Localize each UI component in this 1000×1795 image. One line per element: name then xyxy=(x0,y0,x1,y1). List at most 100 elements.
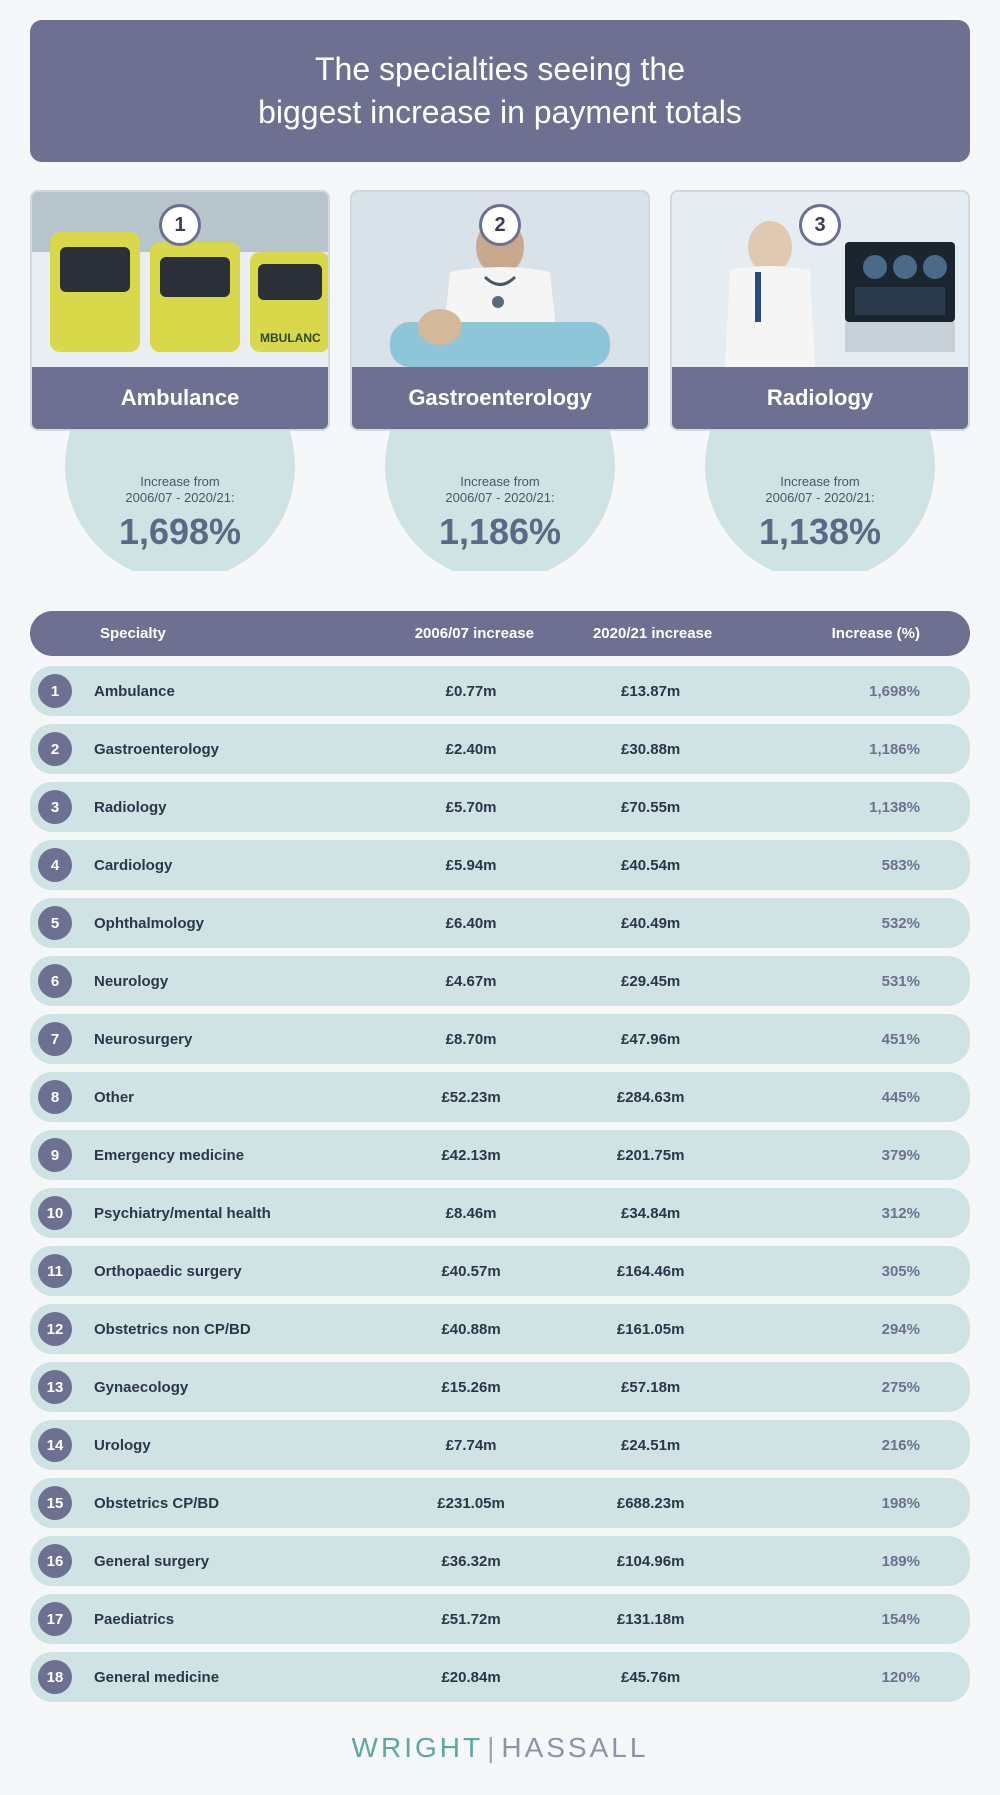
row-2006: £51.72m xyxy=(381,1611,561,1628)
row-2020: £40.54m xyxy=(561,857,741,874)
row-2006: £0.77m xyxy=(381,683,561,700)
card-image-gastro: 2 xyxy=(352,192,648,367)
row-pct: 305% xyxy=(740,1263,940,1280)
row-specialty: Other xyxy=(94,1089,381,1106)
row-2006: £36.32m xyxy=(381,1553,561,1570)
card-title: Gastroenterology xyxy=(352,367,648,429)
row-2006: £20.84m xyxy=(381,1669,561,1686)
row-2020: £131.18m xyxy=(561,1611,741,1628)
row-2006: £4.67m xyxy=(381,973,561,990)
row-2020: £47.96m xyxy=(561,1031,741,1048)
row-pct: 120% xyxy=(740,1669,940,1686)
row-specialty: Gynaecology xyxy=(94,1379,381,1396)
stat-label-line1: Increase from xyxy=(780,474,859,491)
row-pct: 379% xyxy=(740,1147,940,1164)
row-2020: £104.96m xyxy=(561,1553,741,1570)
row-specialty: General surgery xyxy=(94,1553,381,1570)
row-pct: 532% xyxy=(740,915,940,932)
table-row: 18 General medicine£20.84m£45.76m120% xyxy=(30,1652,970,1702)
row-specialty: Cardiology xyxy=(94,857,381,874)
stat-percent: 1,186% xyxy=(439,511,561,553)
row-2006: £5.94m xyxy=(381,857,561,874)
stat-circle: Increase from 2006/07 - 2020/21: 1,138% xyxy=(705,421,935,571)
page-title: The specialties seeing thebiggest increa… xyxy=(30,20,970,162)
table-row: 4Cardiology£5.94m£40.54m583% xyxy=(30,840,970,890)
row-pct: 451% xyxy=(740,1031,940,1048)
top3-cards: MBULANC 1 Ambulance Increase from 2006/0… xyxy=(30,190,970,571)
row-specialty: Obstetrics non CP/BD xyxy=(94,1321,381,1338)
row-rank: 15 xyxy=(38,1486,72,1520)
row-rank: 9 xyxy=(38,1138,72,1172)
row-rank: 1 xyxy=(38,674,72,708)
footer-left: WRIGHT xyxy=(352,1732,484,1763)
row-2020: £40.49m xyxy=(561,915,741,932)
row-2006: £5.70m xyxy=(381,799,561,816)
specialty-table: Specialty 2006/07 increase 2020/21 incre… xyxy=(30,611,970,1702)
table-row: 14Urology£7.74m£24.51m216% xyxy=(30,1420,970,1470)
row-rank: 16 xyxy=(38,1544,72,1578)
footer-logo: WRIGHT|HASSALL xyxy=(30,1732,970,1764)
row-rank: 13 xyxy=(38,1370,72,1404)
table-row: 2Gastroenterology£2.40m£30.88m1,186% xyxy=(30,724,970,774)
row-pct: 216% xyxy=(740,1437,940,1454)
row-rank: 14 xyxy=(38,1428,72,1462)
row-pct: 1,138% xyxy=(740,799,940,816)
row-pct: 189% xyxy=(740,1553,940,1570)
row-pct: 275% xyxy=(740,1379,940,1396)
th-2020: 2020/21 increase xyxy=(563,625,741,642)
table-row: 15Obstetrics CP/BD£231.05m£688.23m198% xyxy=(30,1478,970,1528)
table-row: 5Ophthalmology£6.40m£40.49m532% xyxy=(30,898,970,948)
card-gastroenterology: 2 Gastroenterology Increase from 2006/07… xyxy=(350,190,650,571)
rank-badge-1: 1 xyxy=(159,204,201,246)
row-2006: £2.40m xyxy=(381,741,561,758)
row-2020: £284.63m xyxy=(561,1089,741,1106)
stat-label-line1: Increase from xyxy=(140,474,219,491)
table-row: 11Orthopaedic surgery£40.57m£164.46m305% xyxy=(30,1246,970,1296)
card-image-ambulance: MBULANC 1 xyxy=(32,192,328,367)
row-2020: £13.87m xyxy=(561,683,741,700)
row-specialty: Ambulance xyxy=(94,683,381,700)
th-specialty: Specialty xyxy=(100,625,385,642)
table-row: 3Radiology£5.70m£70.55m1,138% xyxy=(30,782,970,832)
row-rank: 18 xyxy=(38,1660,72,1694)
row-2006: £40.57m xyxy=(381,1263,561,1280)
row-2006: £15.26m xyxy=(381,1379,561,1396)
row-pct: 531% xyxy=(740,973,940,990)
row-pct: 294% xyxy=(740,1321,940,1338)
card-ambulance: MBULANC 1 Ambulance Increase from 2006/0… xyxy=(30,190,330,571)
row-2020: £24.51m xyxy=(561,1437,741,1454)
row-rank: 6 xyxy=(38,964,72,998)
row-2020: £70.55m xyxy=(561,799,741,816)
row-2020: £164.46m xyxy=(561,1263,741,1280)
row-specialty: Gastroenterology xyxy=(94,741,381,758)
stat-circle: Increase from 2006/07 - 2020/21: 1,698% xyxy=(65,421,295,571)
row-rank: 8 xyxy=(38,1080,72,1114)
row-2006: £8.46m xyxy=(381,1205,561,1222)
rank-badge-3: 3 xyxy=(799,204,841,246)
footer-divider: | xyxy=(487,1732,497,1763)
row-rank: 10 xyxy=(38,1196,72,1230)
table-row: 17Paediatrics£51.72m£131.18m154% xyxy=(30,1594,970,1644)
row-specialty: General medicine xyxy=(94,1669,381,1686)
row-rank: 12 xyxy=(38,1312,72,1346)
row-rank: 11 xyxy=(38,1254,72,1288)
stat-percent: 1,138% xyxy=(759,511,881,553)
card-title: Ambulance xyxy=(32,367,328,429)
row-2020: £34.84m xyxy=(561,1205,741,1222)
row-rank: 4 xyxy=(38,848,72,882)
row-2006: £52.23m xyxy=(381,1089,561,1106)
card-title: Radiology xyxy=(672,367,968,429)
infographic-container: The specialties seeing thebiggest increa… xyxy=(0,0,1000,1794)
row-2020: £45.76m xyxy=(561,1669,741,1686)
row-specialty: Radiology xyxy=(94,799,381,816)
row-pct: 445% xyxy=(740,1089,940,1106)
row-pct: 1,186% xyxy=(740,741,940,758)
row-2020: £30.88m xyxy=(561,741,741,758)
row-pct: 198% xyxy=(740,1495,940,1512)
row-specialty: Neurosurgery xyxy=(94,1031,381,1048)
svg-text:MBULANC: MBULANC xyxy=(260,331,321,345)
row-rank: 17 xyxy=(38,1602,72,1636)
table-header: Specialty 2006/07 increase 2020/21 incre… xyxy=(30,611,970,656)
row-specialty: Psychiatry/mental health xyxy=(94,1205,381,1222)
row-pct: 312% xyxy=(740,1205,940,1222)
